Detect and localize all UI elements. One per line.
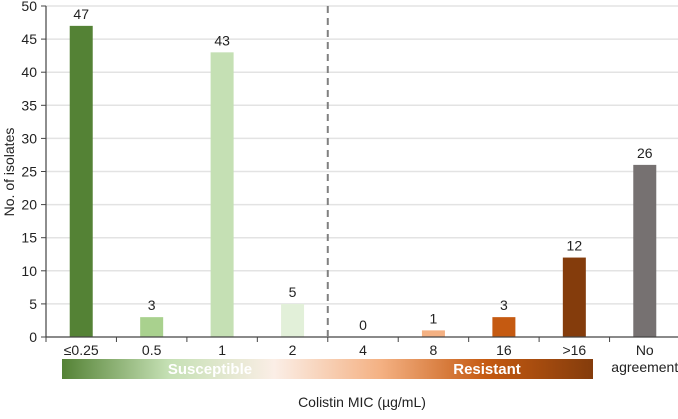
axes bbox=[41, 5, 678, 342]
x-tick-label: No bbox=[636, 342, 654, 358]
bar-0 bbox=[69, 25, 93, 338]
y-tick-label: 45 bbox=[21, 31, 37, 47]
y-tick-labels: 0 5 10 15 20 25 30 35 40 45 50 bbox=[21, 0, 37, 345]
data-label: 43 bbox=[214, 32, 230, 48]
data-label: 26 bbox=[637, 145, 653, 161]
x-tick-label: agreement bbox=[611, 359, 678, 375]
data-label: 0 bbox=[359, 317, 367, 333]
bar-3 bbox=[281, 303, 305, 337]
bar-7 bbox=[562, 257, 586, 337]
y-tick-label: 50 bbox=[21, 0, 37, 14]
y-tick-label: 15 bbox=[21, 230, 37, 246]
data-labels: 47 3 43 5 0 1 3 12 26 bbox=[73, 6, 652, 333]
x-tick-label: 16 bbox=[496, 342, 512, 358]
susceptible-label: Susceptible bbox=[168, 361, 252, 378]
x-tick-label: >16 bbox=[562, 342, 586, 358]
y-tick-label: 0 bbox=[29, 329, 37, 345]
y-tick-label: 35 bbox=[21, 97, 37, 113]
bar-6 bbox=[492, 317, 516, 337]
y-axis-title: No. of isolates bbox=[1, 128, 17, 217]
y-tick-label: 25 bbox=[21, 164, 37, 180]
data-label: 3 bbox=[148, 297, 156, 313]
y-tick-label: 30 bbox=[21, 130, 37, 146]
data-label: 12 bbox=[567, 238, 583, 254]
bar-2 bbox=[210, 52, 234, 338]
x-tick-label: 2 bbox=[289, 342, 297, 358]
y-tick-label: 20 bbox=[21, 197, 37, 213]
x-tick-label: 4 bbox=[359, 342, 367, 358]
data-label: 1 bbox=[430, 310, 438, 326]
x-tick-label: ≤0.25 bbox=[64, 342, 99, 358]
gridlines bbox=[46, 5, 678, 305]
bar-1 bbox=[140, 317, 164, 337]
bar-8 bbox=[633, 164, 657, 337]
bars bbox=[69, 25, 657, 338]
resistant-label: Resistant bbox=[453, 361, 521, 378]
susceptibility-gradient-bar bbox=[62, 359, 593, 379]
data-label: 3 bbox=[500, 297, 508, 313]
x-tick-label: 0.5 bbox=[142, 342, 162, 358]
x-tick-label: 1 bbox=[218, 342, 226, 358]
data-label: 5 bbox=[289, 284, 297, 300]
y-tick-label: 10 bbox=[21, 263, 37, 279]
y-tick-label: 40 bbox=[21, 64, 37, 80]
x-tick-label: 8 bbox=[430, 342, 438, 358]
bar-5 bbox=[421, 330, 445, 337]
data-label: 47 bbox=[73, 6, 89, 22]
y-tick-label: 5 bbox=[29, 296, 37, 312]
scale-bar: Susceptible Resistant bbox=[62, 359, 593, 379]
x-axis-title: Colistin MIC (µg/mL) bbox=[298, 394, 426, 410]
